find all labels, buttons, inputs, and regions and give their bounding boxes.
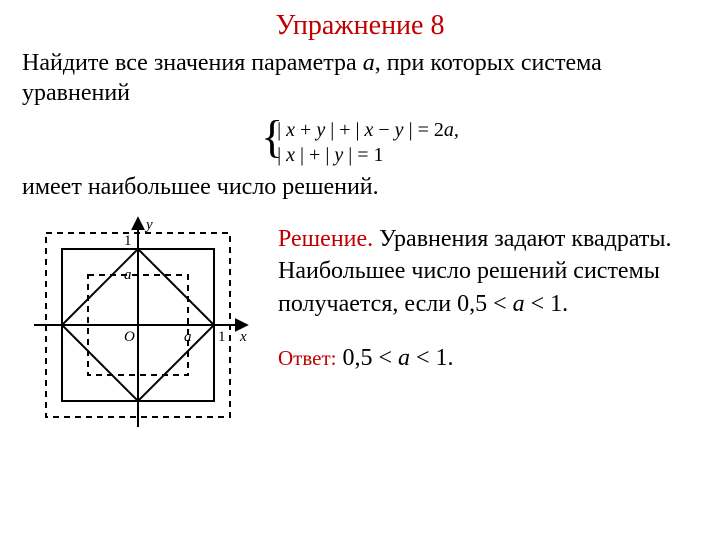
- answer-expr-2: < 1.: [410, 345, 454, 371]
- answer-param: a: [398, 345, 410, 371]
- svg-text:y: y: [144, 217, 153, 233]
- svg-text:1: 1: [124, 233, 132, 249]
- lower-row: y x O 1 1 a a Решение. Уравнения задают квадра…: [0, 209, 720, 433]
- geometry-diagram: y x O 1 1 a a: [26, 215, 256, 433]
- solution-label: Решение.: [278, 226, 373, 252]
- solution-param: a: [513, 291, 525, 317]
- svg-text:O: O: [124, 329, 135, 345]
- svg-text:1: 1: [218, 329, 226, 345]
- solution-body-2: < 1.: [525, 291, 569, 317]
- solution-text: Решение. Уравнения задают квадраты. Наиб…: [278, 223, 698, 320]
- diagram-cell: y x O 1 1 a a: [26, 211, 256, 433]
- answer-label: Ответ:: [278, 346, 336, 370]
- problem-text-1: Найдите все значения параметра a, при ко…: [0, 42, 720, 108]
- answer-expr-1: 0,5 <: [336, 345, 398, 371]
- svg-text:a: a: [124, 267, 132, 283]
- problem-pre: Найдите все значения параметра: [22, 50, 363, 76]
- brace-icon: {: [261, 114, 283, 160]
- equation-row-2: | x | + | y | = 1: [277, 143, 459, 168]
- answer-line: Ответ: 0,5 < a < 1.: [278, 320, 698, 374]
- equations-block: { | x + y | + | x − y | = 2a, | x | + | …: [0, 108, 720, 174]
- equation-system: { | x + y | + | x − y | = 2a, | x | + | …: [261, 118, 459, 168]
- svg-text:a: a: [184, 329, 192, 345]
- problem-param: a: [363, 50, 375, 76]
- problem-text-2: имеет наибольшее число решений.: [0, 174, 720, 209]
- exercise-title: Упражнение 8: [0, 0, 720, 42]
- svg-text:x: x: [239, 329, 247, 345]
- equation-row-1: | x + y | + | x − y | = 2a,: [277, 118, 459, 143]
- solution-cell: Решение. Уравнения задают квадраты. Наиб…: [278, 211, 698, 433]
